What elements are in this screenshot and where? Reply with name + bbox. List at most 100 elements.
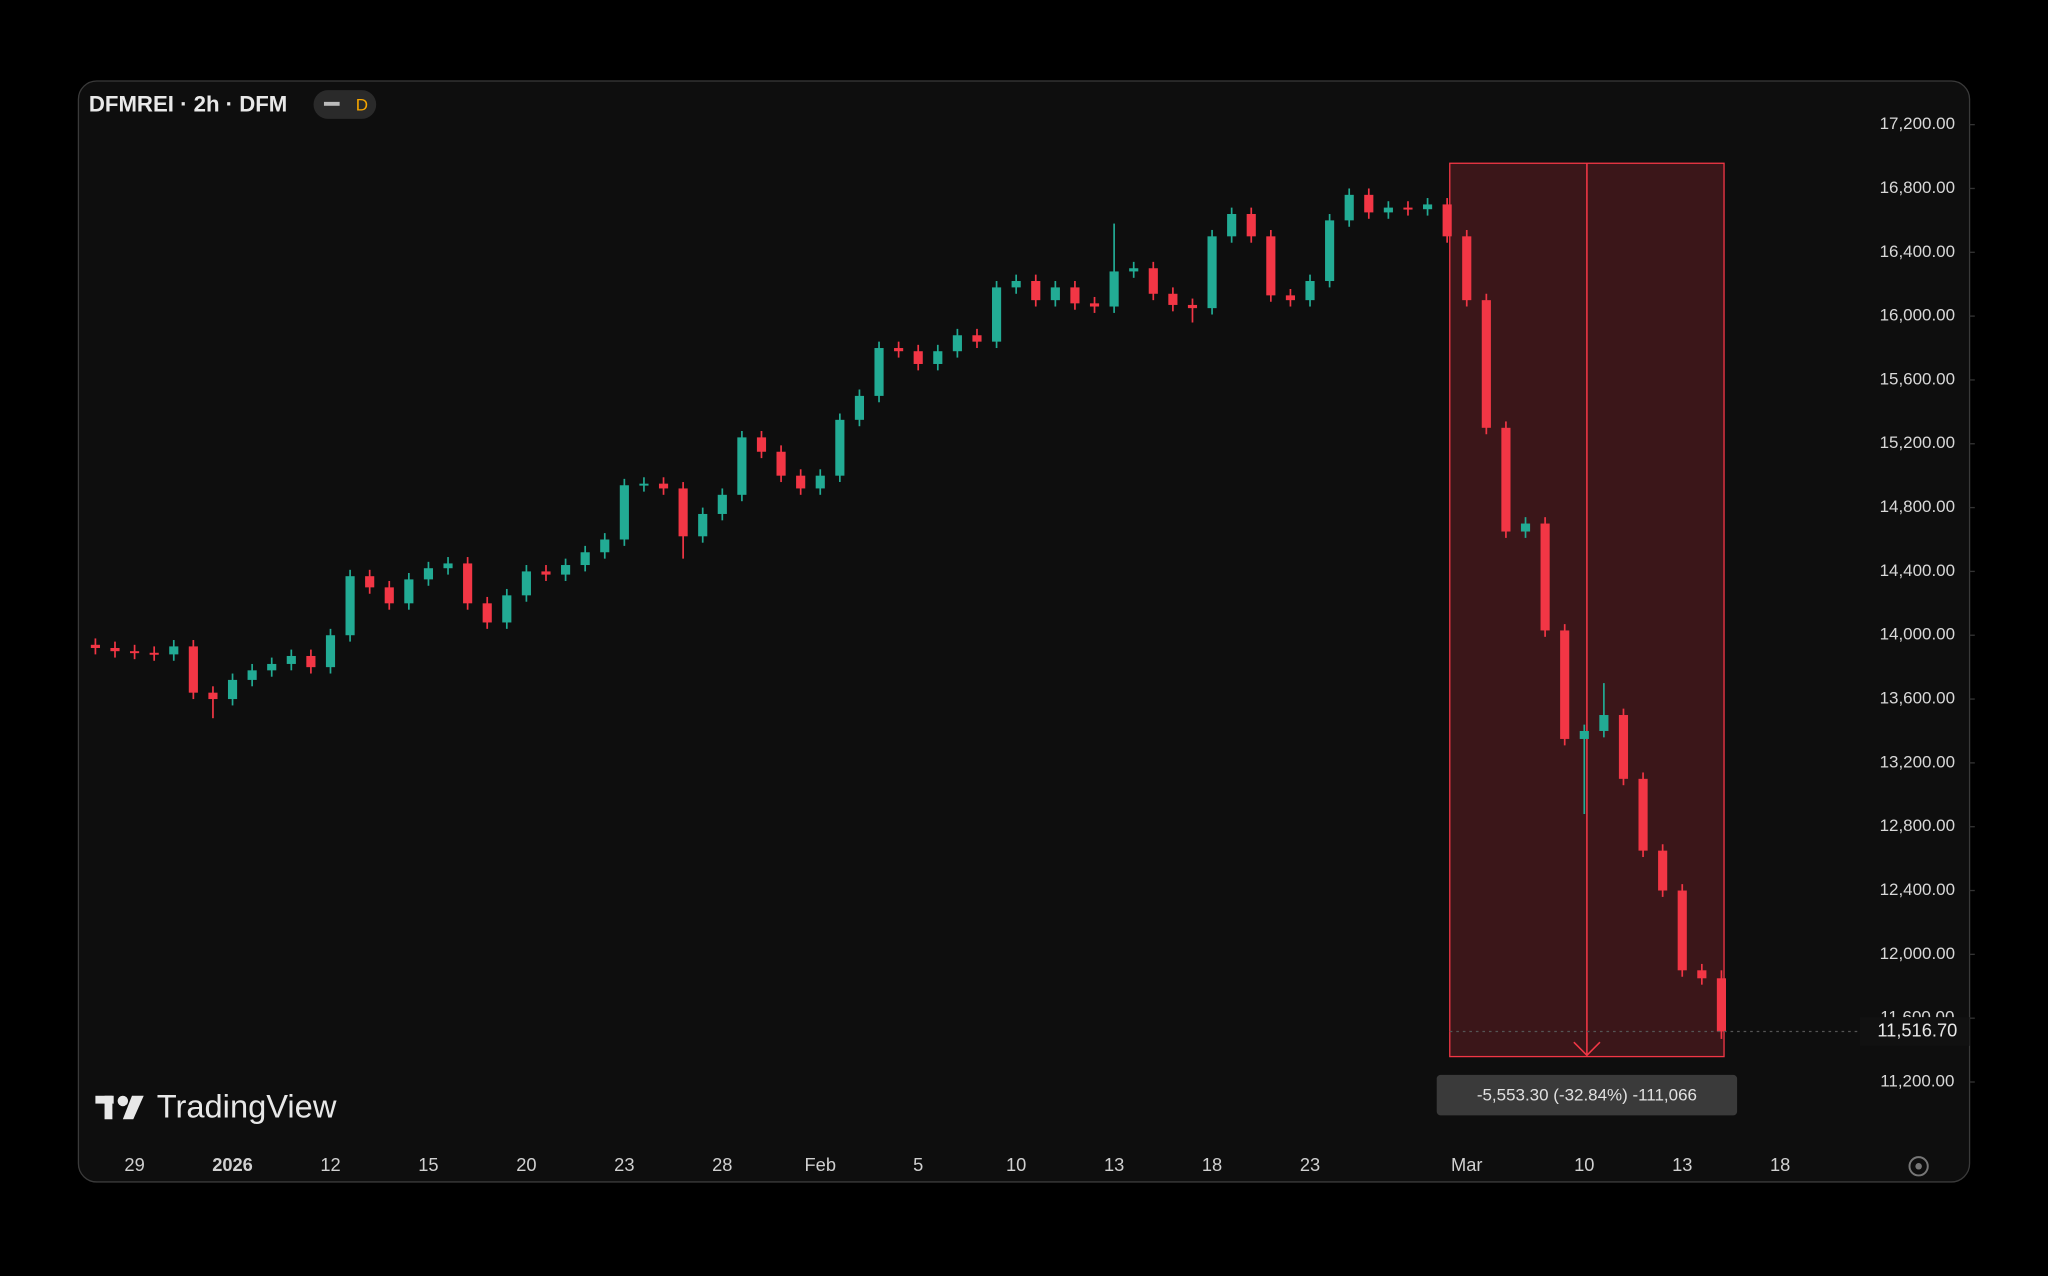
candle-body — [1050, 287, 1060, 301]
y-tick-label: 17,200.00 — [1880, 114, 1956, 133]
x-tick-label: 23 — [1300, 1154, 1320, 1175]
symbol-title: DFMREI · 2h · DFM — [89, 92, 287, 117]
y-tick-label: 14,000.00 — [1880, 625, 1956, 644]
x-tick-label: 20 — [516, 1154, 536, 1175]
candle-body — [561, 565, 571, 575]
candle-body — [1246, 213, 1256, 237]
candle-body — [658, 483, 669, 489]
candle-body — [130, 651, 140, 654]
x-tick-label: 5 — [913, 1154, 923, 1175]
candle-body — [835, 419, 845, 476]
candle-body — [345, 576, 355, 636]
candle-body — [600, 539, 610, 553]
candle-body — [208, 692, 218, 700]
x-tick-label: 18 — [1202, 1154, 1222, 1175]
candle-body — [306, 655, 316, 668]
y-tick-label: 12,000.00 — [1880, 944, 1956, 963]
candle-body — [1383, 207, 1393, 213]
candle-body — [247, 670, 257, 680]
candle-body — [521, 571, 531, 596]
last-price-tag — [1859, 1017, 1970, 1046]
candle-body — [110, 647, 120, 652]
y-tick-label: 15,200.00 — [1880, 433, 1956, 452]
y-tick-label: 14,400.00 — [1880, 561, 1956, 580]
candle-body — [286, 655, 296, 664]
badge-dash — [323, 101, 340, 106]
candle-body — [854, 395, 865, 420]
x-tick-label: 28 — [712, 1154, 732, 1175]
y-tick-label: 11,200.00 — [1880, 1071, 1954, 1090]
candle-body — [1716, 978, 1726, 1032]
candle-body — [913, 351, 923, 364]
candle-body — [90, 644, 100, 648]
x-tick-label: 2026 — [212, 1154, 253, 1175]
candle-body — [737, 437, 747, 495]
candle-body — [756, 437, 767, 452]
candle-body — [443, 563, 453, 569]
candle-body — [1579, 730, 1589, 739]
panel — [77, 80, 1971, 1183]
candle-body — [1305, 281, 1315, 301]
candle-body — [1638, 778, 1648, 851]
candle-body — [1070, 287, 1080, 304]
badge — [313, 90, 377, 119]
candle-body — [1501, 427, 1511, 532]
y-tick-label: 12,400.00 — [1880, 880, 1956, 899]
x-tick-label: 10 — [1574, 1154, 1594, 1175]
candle-body — [404, 579, 414, 604]
brand-name: TradingView — [157, 1087, 337, 1124]
x-tick-label: 13 — [1104, 1154, 1124, 1175]
candle-body — [1344, 194, 1354, 221]
candle-body — [1187, 304, 1198, 309]
y-tick-label: 14,800.00 — [1880, 497, 1956, 516]
candle-body — [1677, 890, 1687, 971]
x-tick-label: 10 — [1006, 1154, 1026, 1175]
candle-body — [227, 679, 238, 700]
candle-body — [1658, 850, 1668, 891]
candle-body — [541, 571, 551, 575]
candle-body — [933, 351, 943, 364]
x-tick-label: Feb — [805, 1154, 836, 1175]
candle-body — [1129, 268, 1139, 272]
candle-body — [1462, 236, 1472, 301]
plot-area — [90, 162, 1726, 1058]
y-tick-label: 16,800.00 — [1880, 178, 1956, 197]
candle-body — [188, 646, 198, 693]
x-tick-label: 29 — [124, 1154, 144, 1175]
candle-body — [796, 475, 806, 489]
x-tick-label: 13 — [1672, 1154, 1692, 1175]
x-tick-label: Mar — [1451, 1154, 1482, 1175]
settings-icon[interactable] — [1908, 1156, 1929, 1177]
x-tick-label: 23 — [614, 1154, 634, 1175]
candle-body — [482, 603, 492, 623]
candle-body — [717, 494, 727, 514]
candle-body — [1599, 715, 1609, 731]
candle-body — [1560, 630, 1570, 739]
brand-logo — [95, 1095, 144, 1120]
candle-body — [1481, 300, 1491, 428]
y-tick-label: 13,200.00 — [1880, 752, 1956, 771]
candle-body — [894, 348, 904, 352]
candle-body — [678, 488, 688, 537]
x-tick-label: 15 — [418, 1154, 438, 1175]
candle-body — [1325, 220, 1335, 282]
measure-label: -5,553.30 (-32.84%) -111,066 — [1477, 1085, 1697, 1104]
y-tick-label: 15,600.00 — [1880, 369, 1956, 388]
candle-body — [1285, 295, 1296, 301]
candle-body — [815, 475, 825, 489]
measure-arrowhead — [1573, 1041, 1601, 1057]
interval-badge: D — [356, 95, 368, 114]
candle-body — [1168, 293, 1178, 305]
candle-body — [1011, 281, 1021, 288]
candle-body — [1618, 715, 1629, 779]
candle-body — [580, 552, 590, 566]
candle-body — [384, 587, 394, 604]
settings-dot — [1915, 1163, 1922, 1170]
candle-body — [1266, 236, 1276, 296]
candle-body — [1089, 303, 1100, 307]
candle-body — [1442, 204, 1452, 237]
candle-body — [992, 287, 1002, 342]
candle-body — [1207, 236, 1217, 309]
candle-body — [698, 513, 708, 537]
